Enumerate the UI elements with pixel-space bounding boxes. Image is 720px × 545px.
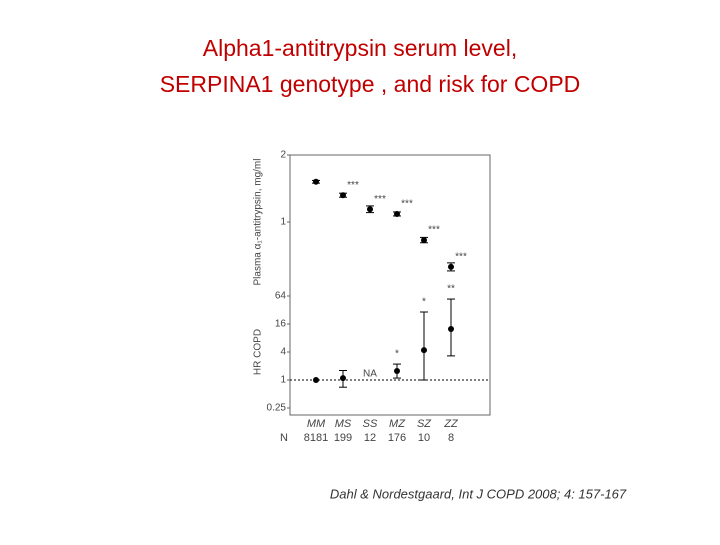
y-tick-label: 64: [275, 291, 287, 302]
data-point: [421, 237, 427, 244]
title: Alpha1-antitrypsin serum level,: [203, 35, 517, 61]
n-value: 10: [418, 432, 430, 444]
n-label: N: [280, 432, 288, 444]
n-value: 8: [448, 432, 454, 444]
x-tick-label: MZ: [389, 418, 406, 430]
x-tick-label: SZ: [417, 418, 432, 430]
data-point: [313, 377, 319, 383]
title: SERPINA1 genotype , and risk for COPD: [160, 71, 581, 97]
data-point: [313, 178, 319, 185]
x-tick-label: MS: [335, 418, 352, 430]
y-axis-label: HR COPD: [253, 329, 264, 375]
source: Dahl & Nordestgaard, Int J COPD 2008; 4:…: [330, 486, 627, 501]
annotation: **: [447, 284, 455, 295]
x-tick-label: ZZ: [443, 418, 459, 430]
y-tick-label: 2: [280, 150, 286, 161]
annotation: *: [422, 297, 426, 308]
data-point: [340, 375, 346, 382]
y-tick-label: 16: [275, 319, 287, 330]
n-value: 199: [334, 432, 352, 444]
annotation: NA: [363, 369, 377, 380]
n-value: 8181: [304, 432, 328, 444]
annotation: *: [395, 349, 399, 360]
y-tick-label: 0.25: [267, 403, 287, 414]
data-point: [448, 325, 454, 332]
data-point: [394, 210, 400, 217]
n-value: 176: [388, 432, 406, 444]
data-point: [448, 263, 454, 270]
x-tick-label: SS: [363, 418, 378, 430]
data-point: [367, 206, 373, 213]
data-point: [340, 192, 346, 199]
annotation: ***: [401, 199, 413, 210]
annotation: ***: [428, 225, 440, 236]
annotation: ***: [455, 252, 467, 263]
x-tick-label: MM: [307, 418, 326, 430]
data-point: [394, 368, 400, 375]
n-value: 12: [364, 432, 376, 444]
y-axis-label: Plasma α₁-antitrypsin, mg/ml: [253, 159, 264, 286]
annotation: ***: [374, 194, 386, 205]
y-tick-label: 1: [280, 375, 286, 386]
annotation: ***: [347, 180, 359, 191]
y-tick-label: 1: [280, 217, 286, 228]
y-tick-label: 4: [280, 347, 286, 358]
data-point: [421, 347, 427, 354]
plot-frame: [289, 154, 491, 416]
